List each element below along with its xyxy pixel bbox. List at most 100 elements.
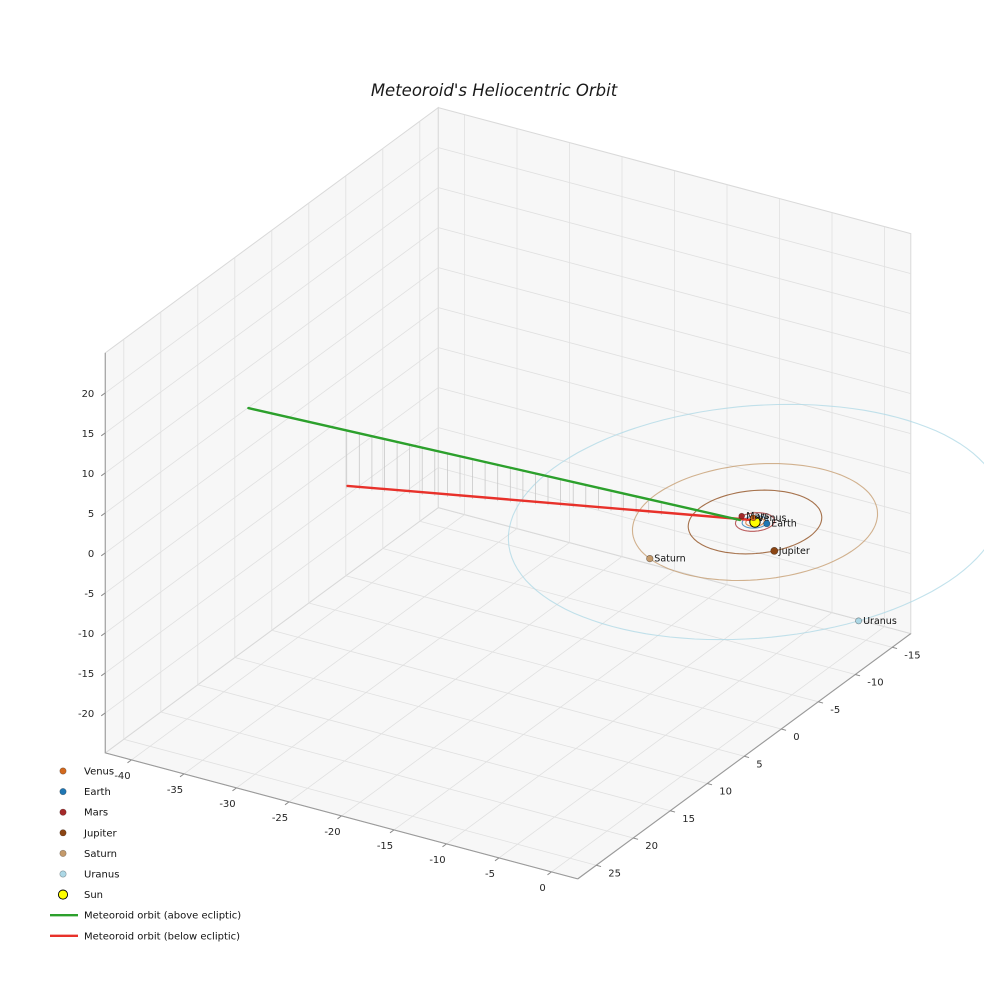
x-tick-mark xyxy=(442,843,447,848)
z-tick-label: -10 xyxy=(78,629,94,640)
y-tick-label: 15 xyxy=(682,814,695,825)
planet-marker-jupiter xyxy=(770,547,779,555)
x-tick-mark xyxy=(389,829,395,834)
z-tick-label: 5 xyxy=(88,509,94,520)
planet-marker-earth xyxy=(763,520,771,528)
grid-line xyxy=(105,227,439,474)
z-tick-label: -20 xyxy=(78,709,94,720)
legend-marker-earth xyxy=(59,788,67,796)
y-tick-label: -10 xyxy=(867,678,883,689)
x-tick-label: -25 xyxy=(272,813,288,824)
x-tick-label: 0 xyxy=(539,883,545,894)
z-tick-mark xyxy=(100,632,106,637)
z-tick-mark xyxy=(100,712,106,717)
y-tick-label: 25 xyxy=(608,868,621,879)
x-tick-label: -15 xyxy=(377,841,393,852)
grid-line xyxy=(160,711,634,839)
z-tick-mark xyxy=(100,552,106,557)
legend-label-venus: Venus xyxy=(84,767,114,778)
grid-line xyxy=(438,427,911,554)
y-tick-mark xyxy=(781,728,787,731)
legend-label-meteoroid-orbit-above-ecliptic-: Meteoroid orbit (above ecliptic) xyxy=(84,911,241,922)
legend-marker-venus xyxy=(59,767,67,775)
y-tick-mark xyxy=(744,755,750,759)
grid-line xyxy=(438,187,911,314)
grid-line xyxy=(105,387,439,634)
legend-label-uranus: Uranus xyxy=(84,870,119,881)
x-tick-mark xyxy=(494,857,500,862)
grid-line xyxy=(105,267,439,514)
y-tick-mark xyxy=(596,864,602,868)
grid-line xyxy=(105,147,439,394)
chart-title: Meteoroid's Heliocentric Orbit xyxy=(371,81,618,100)
x-tick-label: -20 xyxy=(324,827,340,838)
grid-line xyxy=(105,467,439,714)
meteoroid-above-line xyxy=(247,406,742,522)
legend-marker-mars xyxy=(59,808,67,816)
legend-label-jupiter: Jupiter xyxy=(83,828,117,839)
grid-line xyxy=(438,147,911,274)
planet-label-saturn: Saturn xyxy=(654,554,685,565)
x-tick-mark xyxy=(337,815,342,820)
x-tick-label: -5 xyxy=(485,869,495,880)
grid-line xyxy=(197,684,671,812)
x-tick-label: -10 xyxy=(429,855,445,866)
grid-line xyxy=(438,387,911,514)
grid-line xyxy=(105,307,439,554)
x-tick-label: -35 xyxy=(167,785,183,796)
legend-marker-jupiter xyxy=(59,829,67,837)
planet-label-earth: Earth xyxy=(771,519,796,530)
x-tick-label: -30 xyxy=(219,799,235,810)
legend-label-sun: Sun xyxy=(84,890,103,901)
plot-root: -40 -35 -30 -25 -20 -15 -10 -5 0 25 20 15 10 5 0 -5 -10 -… xyxy=(50,106,984,942)
z-tick-label: -15 xyxy=(78,669,94,680)
z-tick-mark xyxy=(100,432,106,437)
y-tick-label: -5 xyxy=(830,705,840,716)
x-tick-mark xyxy=(179,773,185,778)
z-tick-mark xyxy=(100,672,106,677)
planet-label-uranus: Uranus xyxy=(863,616,897,627)
planet-label-jupiter: Jupiter xyxy=(778,546,810,557)
y-tick-mark xyxy=(670,810,676,813)
meteoroid-below-line xyxy=(346,484,754,522)
z-tick-mark xyxy=(100,592,106,597)
legend-marker-saturn xyxy=(59,849,67,857)
y-tick-mark xyxy=(892,646,898,650)
x-tick-mark xyxy=(547,871,552,876)
legend-marker-uranus xyxy=(59,870,67,878)
x-tick-label: -40 xyxy=(114,771,130,782)
grid-line xyxy=(438,467,911,594)
y-tick-mark xyxy=(707,783,713,786)
z-tick-mark xyxy=(100,472,106,477)
grid-line xyxy=(382,548,856,675)
y-tick-label: 10 xyxy=(719,787,732,798)
grid-line xyxy=(105,347,439,594)
grid-line xyxy=(308,602,782,730)
z-tick-label: -5 xyxy=(84,589,94,600)
z-tick-label: 10 xyxy=(82,469,95,480)
planet-marker-mars xyxy=(738,512,745,520)
grid-line xyxy=(419,520,893,648)
grid-line xyxy=(123,738,597,866)
y-tick-mark xyxy=(633,837,639,840)
x-tick-mark xyxy=(232,787,237,792)
orbit-saturn xyxy=(631,462,879,582)
planet-label-mars: Mars xyxy=(746,511,769,522)
y-tick-label: 0 xyxy=(793,732,799,743)
x-tick-mark xyxy=(127,759,132,764)
legend-marker-sun xyxy=(57,889,69,900)
z-tick-label: 0 xyxy=(88,549,94,560)
y-tick-label: 20 xyxy=(645,841,658,852)
planet-marker-uranus xyxy=(855,617,862,625)
orbit-jupiter xyxy=(687,489,823,555)
legend-label-saturn: Saturn xyxy=(84,849,117,860)
grid-line xyxy=(105,427,439,674)
y-tick-label: -15 xyxy=(904,650,920,661)
legend-label-meteoroid-orbit-below-ecliptic-: Meteoroid orbit (below ecliptic) xyxy=(84,931,240,942)
y-tick-label: 5 xyxy=(756,759,762,770)
z-tick-mark xyxy=(100,392,106,397)
z-tick-label: 20 xyxy=(82,389,95,400)
legend-label-earth: Earth xyxy=(84,787,111,798)
z-tick-label: 15 xyxy=(82,429,95,440)
x-tick-mark xyxy=(284,801,290,806)
